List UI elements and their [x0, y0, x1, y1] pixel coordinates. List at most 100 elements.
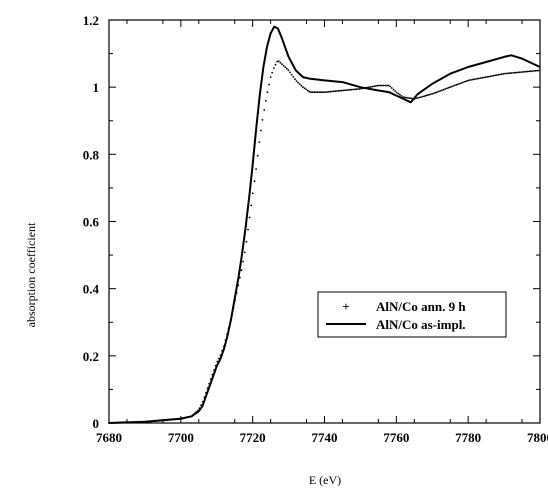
data-point [449, 86, 451, 89]
data-point [476, 77, 479, 80]
data-point [481, 76, 484, 79]
data-point [421, 95, 424, 98]
data-point [520, 71, 522, 73]
data-point [373, 85, 375, 88]
data-point [281, 63, 283, 66]
data-point [423, 95, 426, 98]
data-point [494, 74, 497, 77]
data-point [399, 93, 401, 96]
data-point [405, 96, 408, 99]
data-point [492, 74, 495, 77]
data-point [538, 69, 540, 72]
data-point [285, 67, 288, 70]
data-point [276, 60, 278, 63]
data-point [487, 75, 490, 78]
data-point [347, 89, 350, 91]
data-point [403, 96, 406, 99]
data-point [441, 89, 443, 92]
data-point [352, 88, 354, 91]
data-point [323, 91, 325, 94]
data-point [518, 71, 521, 74]
data-point [353, 88, 356, 91]
data-point [445, 87, 448, 90]
data-point [491, 75, 493, 77]
data-point [319, 91, 322, 94]
data-point [379, 84, 382, 87]
data-point [289, 71, 291, 74]
y-tick-label: 0.8 [83, 147, 100, 162]
data-point [420, 96, 422, 98]
data-point [439, 90, 442, 92]
data-point [298, 83, 301, 85]
legend-box [317, 291, 507, 338]
data-point [243, 251, 246, 254]
data-point [426, 94, 429, 97]
data-point [329, 90, 332, 93]
data-point [536, 69, 539, 72]
data-point [462, 81, 464, 84]
data-point [523, 70, 526, 73]
data-point [355, 88, 358, 91]
data-point [458, 82, 461, 85]
data-point [337, 90, 340, 92]
data-point [326, 91, 329, 93]
y-axis-title: absorption coefficient [24, 222, 38, 327]
data-point [305, 88, 308, 91]
data-point [358, 88, 361, 90]
data-point [332, 90, 335, 93]
data-point [324, 91, 327, 93]
data-point [452, 85, 455, 87]
data-point [483, 76, 485, 79]
data-point [256, 154, 259, 157]
data-point [496, 74, 498, 76]
data-point [378, 84, 380, 87]
data-point [255, 168, 257, 171]
data-point [533, 70, 535, 72]
data-point [502, 73, 505, 75]
data-point [392, 88, 395, 91]
data-point [463, 80, 466, 83]
data-point [468, 79, 471, 82]
data-point [500, 73, 503, 76]
data-point [436, 91, 438, 93]
data-point [410, 97, 413, 100]
data-point [274, 63, 277, 66]
data-point [297, 81, 299, 84]
legend-label-0: AlN/Co ann. 9 h [376, 299, 466, 314]
data-point [442, 88, 445, 91]
data-point [258, 141, 261, 144]
y-tick-label: 1.2 [83, 13, 99, 28]
data-point [424, 94, 427, 97]
data-point [292, 76, 295, 78]
data-point [418, 96, 421, 99]
data-point [499, 73, 501, 76]
data-point [521, 71, 524, 73]
data-point [290, 73, 293, 76]
data-point [266, 91, 269, 94]
data-point [279, 61, 282, 64]
data-point [466, 79, 469, 82]
data-point [455, 83, 458, 86]
data-point [479, 77, 482, 79]
data-point [534, 69, 537, 72]
data-point [339, 89, 341, 92]
data-point [269, 76, 272, 78]
data-point [345, 89, 348, 91]
data-point [454, 84, 456, 87]
data-point [284, 66, 287, 69]
data-point [437, 90, 440, 93]
data-point [447, 86, 450, 89]
data-point [316, 91, 319, 94]
data-point [245, 240, 248, 243]
data-point [357, 88, 359, 90]
data-point [526, 70, 529, 73]
data-point [394, 90, 396, 92]
data-point [376, 84, 379, 87]
data-point [242, 260, 245, 263]
data-point [295, 80, 298, 82]
legend-dot-swatch: + [342, 299, 349, 314]
data-point [512, 72, 514, 74]
data-point [433, 92, 435, 95]
data-point [287, 69, 290, 72]
